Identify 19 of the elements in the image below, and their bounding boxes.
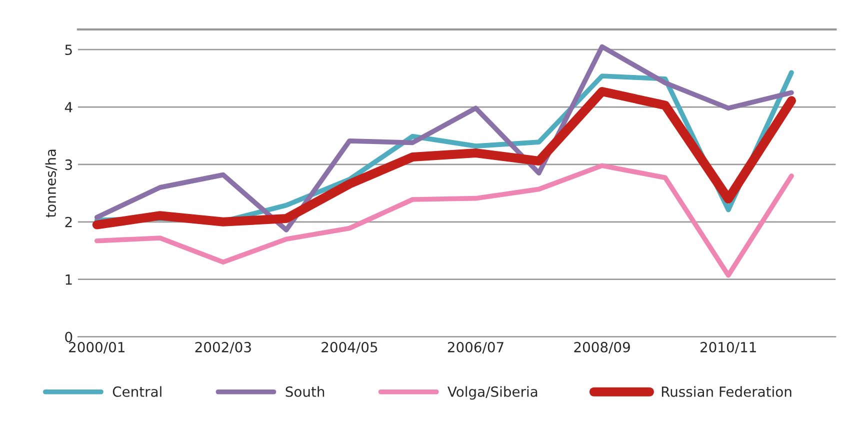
x-tick-label: 2004/05 — [322, 342, 378, 354]
x-tick-label: 2002/03 — [195, 342, 251, 354]
y-axis-title: tonnes/ha — [45, 150, 58, 218]
line-series — [94, 163, 794, 278]
legend-label: Volga/Siberia — [448, 386, 538, 400]
y-tick-label: 2 — [65, 216, 72, 228]
x-tick-label: 2006/07 — [448, 342, 504, 354]
y-tick-label: 3 — [65, 159, 72, 170]
x-tick-label: 2008/09 — [574, 342, 630, 354]
legend-label: Central — [112, 386, 162, 397]
y-tick-label: 0 — [65, 332, 72, 342]
x-tick-label: 2000/01 — [69, 342, 124, 354]
legend-label: Russian Federation — [662, 386, 792, 397]
x-tick-label: 2010/11 — [700, 342, 756, 354]
y-tick-label: 5 — [65, 44, 72, 56]
y-tick-label: 1 — [66, 274, 72, 285]
legend-label: South — [286, 386, 324, 397]
line-series — [94, 44, 794, 232]
y-tick-label: 4 — [64, 102, 72, 112]
